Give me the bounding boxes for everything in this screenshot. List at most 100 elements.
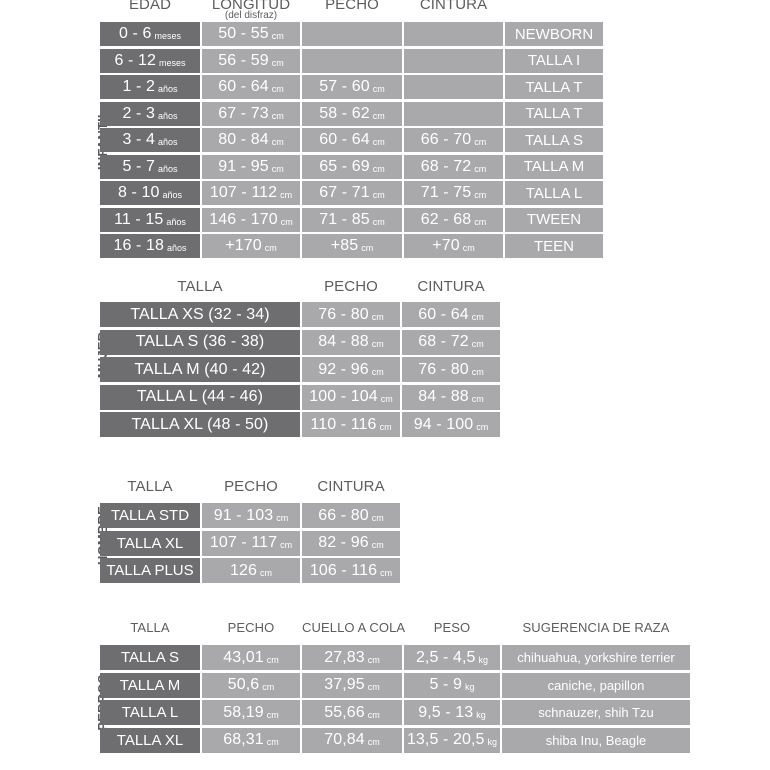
cell-perros-peso-3-value: 13,5 - 20,5 (406, 731, 485, 748)
cell-infantil-longitud-2-unit: cm (271, 84, 284, 94)
cell-mujer-pecho-2: 92 - 96 cm (302, 357, 400, 382)
table-perros: TALLA S 43,01 cm 27,83 cm 2,5 - 4,5 kg chihuahu… (0, 620, 770, 770)
cell-infantil-edad-2: 1 - 2 años (100, 75, 200, 99)
cell-mujer-pecho-0: 76 - 80 cm (302, 302, 400, 327)
cell-perros-pecho-2-unit: cm (266, 709, 279, 720)
cell-infantil-longitud-7-unit: cm (280, 216, 293, 227)
cell-perros-talla-2-value: TALLA L (121, 704, 179, 721)
cell-perros-talla-1-value: TALLA M (119, 676, 181, 694)
cell-perros-peso-0-unit: kg (478, 654, 489, 665)
cell-infantil-cintura-8-unit: cm (462, 243, 475, 253)
cell-infantil-edad-1-value: 6 - 12 (114, 51, 156, 69)
cell-mujer-talla-3-value: TALLA L (44 - 46) (136, 388, 264, 405)
cell-mujer-talla-2-value: TALLA M (40 - 42) (134, 360, 266, 378)
column-header-hombre-cintura: CINTURA (317, 478, 385, 495)
cell-infantil-longitud-0: 50 - 55 cm (202, 22, 300, 46)
cell-infantil-cintura-5-unit: cm (474, 163, 487, 174)
cell-perros-talla-3: TALLA XL (100, 727, 200, 753)
cell-infantil-longitud-3: 67 - 73 cm (202, 101, 300, 126)
cell-infantil-longitud-8-value: +170 (225, 237, 262, 254)
cell-infantil-longitud-8: +170 cm (202, 234, 300, 258)
cell-infantil-edad-4-value: 3 - 4 (122, 131, 155, 148)
cell-infantil-talla-3: TALLA T (505, 101, 603, 126)
cell-mujer-pecho-3: 100 - 104 cm (302, 384, 400, 410)
column-header-edad: EDAD (128, 0, 172, 13)
cell-infantil-pecho-6: 67 - 71 cm (302, 181, 402, 205)
cell-infantil-cintura-3 (404, 101, 503, 126)
cell-mujer-cintura-4-value: 94 - 100 (413, 415, 474, 433)
column-header-perros-peso: PESO (433, 620, 471, 635)
cell-infantil-longitud-5-unit: cm (271, 163, 284, 174)
cell-hombre-talla-1-value: TALLA XL (116, 534, 184, 552)
cell-perros-talla-1: TALLA M (100, 672, 200, 698)
cell-hombre-cintura-0: 66 - 80 cm (302, 503, 400, 528)
cell-infantil-talla-4: TALLA S (505, 128, 603, 152)
cell-infantil-talla-5: TALLA M (505, 154, 603, 179)
cell-infantil-pecho-5-value: 65 - 69 (319, 157, 370, 175)
cell-hombre-talla-1: TALLA XL (100, 530, 200, 556)
cell-perros-pecho-1-unit: cm (262, 682, 275, 692)
cell-hombre-pecho-2-value: 126 (230, 561, 257, 579)
cell-mujer-talla-0: TALLA XS (32 - 34) (100, 302, 300, 327)
cell-mujer-cintura-3: 84 - 88 cm (402, 384, 500, 410)
cell-perros-raza-1-value: caniche, papillon (547, 677, 645, 693)
cell-mujer-cintura-2-unit: cm (471, 366, 484, 377)
cell-perros-peso-0: 2,5 - 4,5 kg (404, 645, 500, 670)
cell-infantil-pecho-8-value: +85 (330, 237, 359, 254)
cell-mujer-cintura-2: 76 - 80 cm (402, 357, 500, 382)
cell-perros-talla-3-value: TALLA XL (116, 731, 184, 749)
cell-infantil-pecho-2: 57 - 60 cm (302, 75, 402, 99)
cell-mujer-pecho-2-unit: cm (371, 366, 384, 377)
cell-perros-peso-1-unit: kg (465, 682, 475, 692)
cell-perros-cuello-3-value: 70,84 (324, 731, 365, 748)
cell-mujer-talla-1-value: TALLA S (36 - 38) (135, 333, 265, 350)
cell-infantil-pecho-7-unit: cm (372, 216, 385, 227)
cell-infantil-edad-0-value: 0 - 6 (118, 25, 152, 42)
cell-infantil-longitud-2: 60 - 64 cm (202, 75, 300, 99)
column-header-mujer-pecho: PECHO (324, 278, 378, 295)
cell-infantil-cintura-1 (404, 48, 503, 73)
cell-infantil-talla-6: TALLA L (505, 181, 603, 205)
cell-infantil-longitud-2-value: 60 - 64 (218, 78, 269, 95)
cell-mujer-cintura-0: 60 - 64 cm (402, 302, 500, 327)
cell-perros-pecho-3-value: 68,31 (223, 731, 264, 748)
cell-perros-peso-2-value: 9,5 - 13 (418, 703, 474, 721)
cell-infantil-pecho-4: 60 - 64 cm (302, 128, 402, 152)
cell-mujer-cintura-1-value: 68 - 72 (418, 333, 469, 350)
cell-mujer-cintura-4: 94 - 100 cm (402, 412, 500, 437)
cell-mujer-pecho-3-unit: cm (380, 394, 393, 404)
cell-infantil-talla-1: TALLA I (505, 48, 603, 73)
cell-perros-cuello-3-unit: cm (367, 737, 380, 747)
cell-perros-talla-0: TALLA S (100, 645, 200, 670)
cell-infantil-pecho-0 (302, 22, 402, 46)
cell-infantil-edad-6: 8 - 10 años (100, 181, 200, 205)
cell-infantil-longitud-6: 107 - 112 cm (202, 181, 300, 205)
cell-infantil-edad-3-unit: años (157, 110, 178, 121)
cell-infantil-edad-6-unit: años (162, 190, 183, 200)
cell-infantil-longitud-1: 56 - 59 cm (202, 48, 300, 73)
cell-infantil-edad-3-value: 2 - 3 (122, 104, 155, 122)
cell-perros-cuello-2: 55,66 cm (302, 700, 402, 725)
cell-perros-peso-1: 5 - 9 kg (404, 672, 500, 698)
table-hombre: TALLA STD 91 - 103 cm 66 - 80 cm TALLA XL 107 … (0, 478, 770, 593)
cell-infantil-pecho-4-unit: cm (372, 137, 385, 147)
cell-hombre-cintura-2-unit: cm (380, 567, 393, 578)
cell-hombre-cintura-1-value: 82 - 96 (318, 534, 369, 551)
cell-perros-raza-3-value: shiba Inu, Beagle (545, 732, 647, 748)
cell-infantil-talla-1-value: TALLA I (527, 52, 581, 69)
cell-hombre-cintura-2-value: 106 - 116 (309, 561, 378, 579)
cell-infantil-cintura-6-unit: cm (474, 190, 487, 200)
cell-infantil-pecho-7-value: 71 - 85 (319, 210, 370, 228)
cell-infantil-talla-5-value: TALLA M (523, 158, 585, 175)
cell-infantil-cintura-2 (404, 75, 503, 99)
cell-infantil-longitud-1-value: 56 - 59 (218, 51, 269, 69)
cell-perros-cuello-2-value: 55,66 (324, 703, 365, 721)
cell-perros-peso-2: 9,5 - 13 kg (404, 700, 500, 725)
cell-infantil-talla-8: TEEN (505, 234, 603, 258)
cell-mujer-pecho-3-value: 100 - 104 (309, 388, 378, 405)
cell-infantil-pecho-5-unit: cm (372, 163, 385, 174)
cell-mujer-cintura-1: 68 - 72 cm (402, 329, 500, 355)
cell-perros-raza-2: schnauzer, shih Tzu (502, 700, 690, 725)
column-header-perros-raza: SUGERENCIA DE RAZA (522, 620, 670, 635)
cell-infantil-cintura-4-value: 66 - 70 (420, 131, 472, 148)
